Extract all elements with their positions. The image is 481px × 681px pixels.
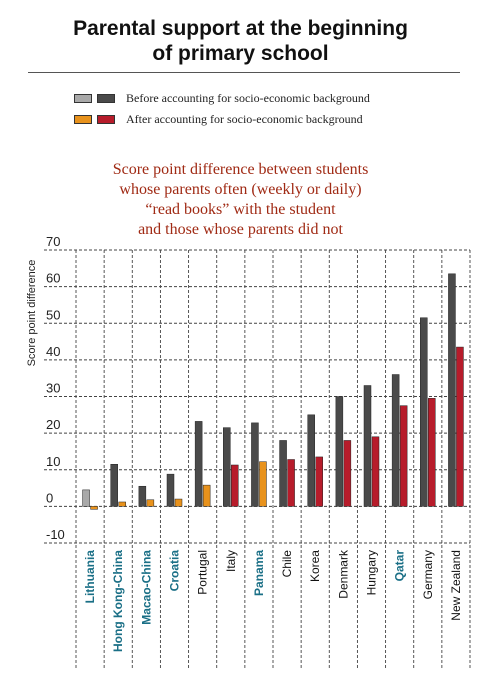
y-tick-label: 50 [46,307,60,322]
category-label: Panama [252,550,266,596]
bar-before [448,273,456,507]
bar-before [138,485,147,507]
page-title-line: Parental support at the beginning [73,17,408,40]
category-label: New Zealand [449,550,463,621]
bar-after [174,498,183,507]
category-label: Qatar [393,550,407,582]
legend-label-after: After accounting for socio-economic back… [126,111,363,126]
chart-subtitle-line: “read books” with the student [145,201,336,218]
bar-after [428,398,436,507]
bar-before [279,440,287,507]
title-divider [28,72,460,73]
legend-swatch-after-light [74,114,92,124]
category-label: Hong Kong-China [111,550,125,652]
y-tick-label: 40 [46,344,60,359]
bar-after [343,440,352,507]
legend-label-before: Before accounting for socio-economic bac… [126,90,370,105]
legend-swatch-after-dark [97,114,115,124]
y-tick-label: 20 [46,417,60,432]
category-label: Portugal [196,550,210,595]
bar-after [231,464,239,507]
bar-after [90,506,98,510]
bar-after [118,501,126,507]
bar-before [166,473,175,507]
bar-before [335,396,344,507]
bar-after [287,459,295,507]
bar-before [194,421,203,507]
bar-before [391,374,400,507]
bar-after [456,346,464,507]
bar-before [82,489,90,507]
bar-after [315,456,323,507]
category-label: Hungary [365,550,379,595]
page-title-line: of primary school [152,42,329,65]
bar-after [371,436,380,507]
bar-before [307,414,315,507]
y-tick-label: 30 [46,381,60,396]
bar-after [146,499,155,507]
page-title: Parental support at the beginning of pri… [0,16,481,66]
y-tick-label: 10 [46,454,60,469]
legend-after: After accounting for socio-economic back… [74,112,363,126]
bar-after [399,405,408,507]
y-tick-label: 70 [46,234,60,249]
bar-before [251,422,259,507]
legend-swatch-before-dark [97,93,115,103]
chart-subtitle-line: Score point difference between students [112,161,369,178]
bar-before [223,427,231,507]
y-tick-label: -10 [46,527,65,542]
category-label: Korea [308,550,322,582]
legend-before: Before accounting for socio-economic bac… [74,91,370,105]
chart-subtitle: Score point difference between students … [0,160,481,240]
y-tick-label: 60 [46,271,60,286]
category-label: Italy [224,550,238,572]
category-label: Croatia [168,550,182,592]
legend-swatch-before-light [74,93,92,103]
bar-before [363,385,372,507]
chart-subtitle-line: whose parents often (weekly or daily) [119,181,362,198]
category-label: Germany [421,550,435,599]
chart-subtitle-line: and those whose parents did not [138,221,343,238]
y-tick-label: 0 [46,490,53,505]
category-label: Macao-China [139,550,153,625]
category-label: Lithuania [83,550,97,604]
category-label: Denmark [336,549,350,599]
category-label: Chile [280,550,294,578]
bar-before [420,317,428,507]
bar-after [259,461,267,507]
bar-before [110,464,118,507]
bar-after [202,484,211,507]
